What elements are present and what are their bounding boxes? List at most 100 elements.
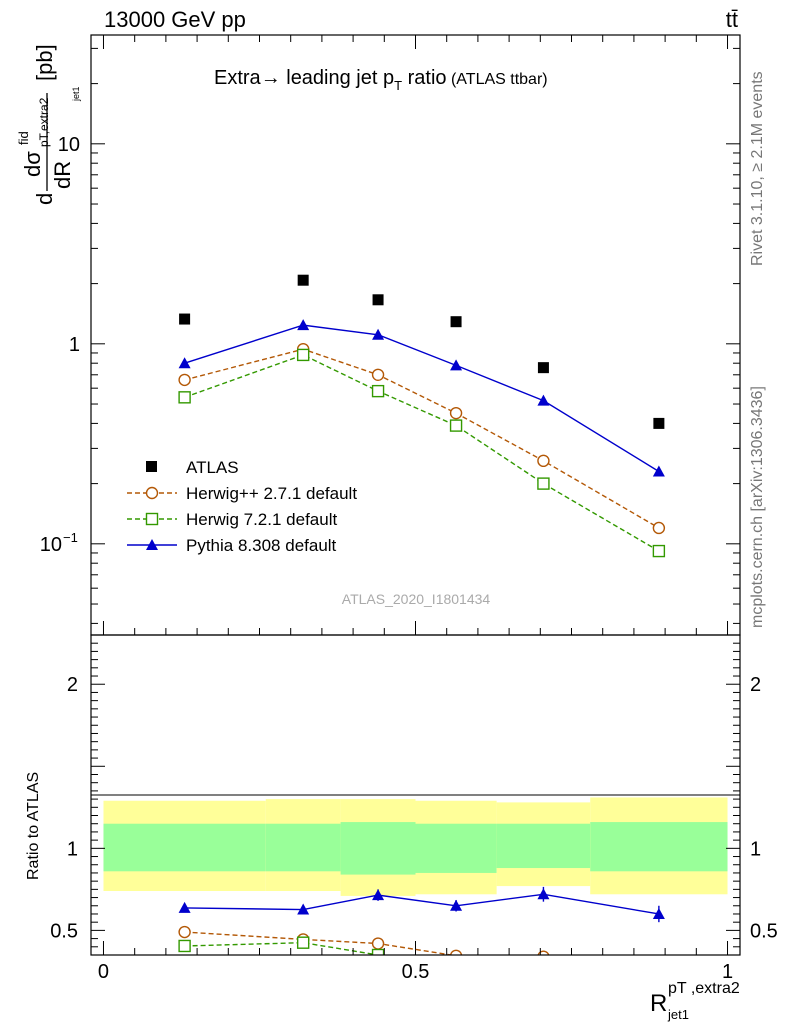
series-0-point — [652, 521, 666, 535]
ratio-point-1 — [371, 948, 385, 955]
svg-text:pT,extra2: pT,extra2 — [37, 97, 51, 147]
ratio-line-2 — [184, 893, 659, 915]
ratio-curves — [178, 886, 665, 980]
main-y-tick-label: 10 — [58, 134, 80, 156]
series-1-point — [449, 419, 463, 432]
series-0-point — [178, 373, 191, 387]
series-2-point — [178, 357, 191, 369]
ratio-point-2 — [178, 901, 191, 913]
legend-entry-herwig7: Herwig 7.2.1 default — [127, 510, 337, 529]
x-tick-label: 0 — [98, 961, 109, 983]
data-point — [297, 274, 309, 286]
header-process: tt̄ — [726, 7, 738, 32]
x-axis-label: R pT ,extra2 jet1 — [650, 980, 740, 1022]
legend: ATLAS Herwig++ 2.7.1 default Herwig 7.2.… — [127, 458, 357, 555]
ratio-y-tick-label-right: 0.5 — [750, 920, 778, 942]
stat-uncertainty-band — [590, 822, 728, 872]
stat-uncertainty-band — [496, 823, 591, 869]
series-0-point — [537, 454, 550, 468]
data-point — [179, 313, 191, 325]
ratio-bands — [103, 797, 728, 896]
svg-text:Pythia 8.308 default: Pythia 8.308 default — [186, 536, 337, 555]
series-1-point — [178, 391, 191, 404]
ratio-point-1 — [178, 939, 191, 953]
series-1-point — [537, 477, 550, 490]
series-1-point — [652, 544, 666, 558]
rivet-version: Rivet 3.1.10, ≥ 2.1M events — [749, 71, 766, 266]
svg-text:d: d — [32, 193, 57, 205]
main-curves — [178, 274, 666, 558]
ratio-point-2 — [537, 888, 550, 900]
svg-text:ATLAS: ATLAS — [186, 458, 239, 477]
ratio-point-0 — [371, 937, 385, 950]
header-energy: 13000 GeV pp — [104, 7, 246, 32]
ratio-line-0 — [184, 931, 456, 955]
ratio-y-tick-label-right: 2 — [750, 674, 761, 696]
svg-text:dR: dR — [50, 161, 75, 189]
stat-uncertainty-band — [265, 823, 341, 872]
ratio-panel: 0.5 0.5 1 1 2 2 — [50, 35, 778, 980]
data-point — [537, 362, 549, 374]
main-y-tick-label: 1 — [69, 334, 80, 356]
ratio-ticks — [91, 35, 740, 955]
ratio-point-1 — [538, 964, 549, 975]
main-ticks — [91, 35, 740, 955]
svg-text:Herwig 7.2.1 default: Herwig 7.2.1 default — [186, 510, 337, 529]
main-y-tick-label: 10 — [40, 534, 62, 556]
ratio-point-2 — [652, 907, 665, 919]
ratio-y-tick-label-left: 0.5 — [50, 920, 78, 942]
x-tick-label: 0.5 — [402, 961, 430, 983]
data-point — [653, 417, 665, 429]
svg-text:pT ,extra2: pT ,extra2 — [668, 980, 740, 997]
series-2-point — [450, 359, 463, 371]
ratio-point-1 — [653, 969, 664, 980]
ratio-y-tick-label-left: 1 — [67, 838, 78, 860]
series-line-2 — [184, 324, 660, 473]
svg-text:Herwig++ 2.7.1 default: Herwig++ 2.7.1 default — [186, 484, 357, 503]
x-tick-label: 1 — [722, 961, 733, 983]
chart-title: Extra→ leading jet pT ratio (ATLAS ttbar… — [214, 67, 548, 93]
stat-uncertainty-band — [415, 823, 497, 873]
ratio-point-0 — [537, 950, 550, 955]
series-2-point — [372, 328, 385, 340]
series-2-point — [652, 465, 665, 477]
ratio-line-1 — [184, 941, 385, 955]
ratio-frame — [90, 634, 741, 956]
ratio-point-1 — [451, 958, 462, 969]
series-1-point — [296, 348, 310, 362]
legend-entry-herwigpp: Herwig++ 2.7.1 default — [127, 484, 357, 503]
ratio-point-0 — [449, 949, 463, 955]
ratio-point-2 — [450, 899, 463, 911]
x-tick-labels: 0 0.5 1 — [98, 961, 733, 983]
legend-entry-atlas: ATLAS — [146, 458, 239, 477]
series-0-point — [449, 406, 463, 420]
series-1-point — [371, 384, 385, 398]
series-0-point — [371, 368, 385, 381]
data-point — [450, 316, 462, 328]
svg-text:jet1: jet1 — [667, 1007, 689, 1022]
main-y-tick-exponent: −1 — [63, 530, 78, 545]
series-line-0 — [184, 348, 660, 529]
analysis-watermark: ATLAS_2020_I1801434 — [342, 591, 491, 607]
svg-text:jet1: jet1 — [71, 86, 81, 102]
svg-text:fid: fid — [16, 131, 31, 145]
ratio-point-0 — [178, 925, 191, 939]
ratio-point-1 — [296, 936, 310, 949]
stat-uncertainty-band — [340, 822, 416, 875]
series-2-point — [537, 394, 550, 406]
svg-text:[pb]: [pb] — [32, 44, 57, 81]
svg-text:dσ: dσ — [20, 151, 45, 177]
main-y-label: d dσ fid pT,extra2 dR jet1 [pb] — [16, 44, 81, 205]
ratio-point-0 — [653, 958, 664, 969]
ratio-y-tick-label-right: 1 — [750, 838, 761, 860]
legend-entry-pythia: Pythia 8.308 default — [127, 536, 337, 555]
series-line-1 — [184, 354, 660, 552]
data-point — [372, 294, 384, 306]
svg-text:R: R — [650, 990, 667, 1017]
ratio-y-tick-label-left: 2 — [67, 674, 78, 696]
series-2-point — [297, 319, 310, 331]
ratio-y-label: Ratio to ATLAS — [25, 772, 42, 880]
mcplots-credit: mcplots.cern.ch [arXiv:1306.3436] — [749, 386, 766, 628]
ratio-point-2 — [297, 903, 310, 915]
